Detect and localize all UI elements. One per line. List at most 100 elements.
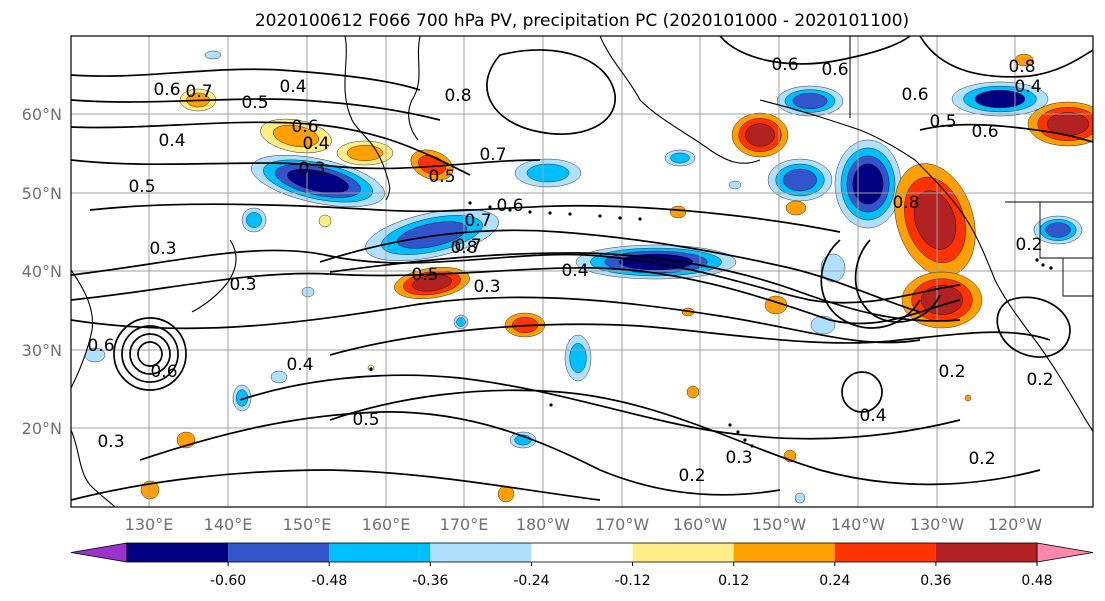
contour-label: 0.3 [97,432,124,452]
colorbar-extend-max [1036,542,1094,563]
figure-title: 2020100612 F066 700 hPa PV, precipitatio… [255,11,909,31]
precip-region [670,152,690,164]
pv-contour [996,296,1071,358]
contour-label: 0.8 [444,86,471,106]
contour-label: 0.3 [473,277,500,297]
precip-region [669,205,687,219]
island [548,211,552,215]
precip-region [456,317,466,327]
pv-contour [329,252,961,322]
contour-label: 0.3 [725,448,752,468]
pv-contour [71,159,541,170]
pv-contour [239,374,961,440]
colorbar-tick-label: 0.36 [920,573,951,589]
colorbar-extend-min [70,542,128,563]
coastline [959,209,1093,433]
coastline [71,429,116,507]
contour-label: 0.5 [241,93,268,113]
colorbar-tick-label: -0.48 [311,573,347,589]
lon-tick-label: 150°W [752,515,807,534]
precip-region [204,50,222,60]
precip-region [301,286,315,298]
precip-region [140,480,160,500]
contour-label: 0.7 [479,145,506,165]
pv-contour [841,371,883,413]
lon-tick-label: 130°E [125,515,174,534]
contour-label: 0.5 [411,265,438,285]
precip-region [526,163,570,183]
pv-contour [719,36,911,65]
pv-contour [854,239,941,323]
contour-label: 0.6 [771,55,798,75]
pv-contour [71,249,961,304]
contour-label: 0.2 [1026,370,1053,390]
colorbar-box [834,543,936,562]
pv-contour [71,469,601,501]
pv-contour [486,49,616,135]
precip-region [270,370,288,384]
pv-contour [919,123,1093,143]
lat-tick-label: 60°N [22,105,62,124]
colorbar-tick-label: -0.12 [614,573,650,589]
colorbar-box [329,543,431,562]
precip-region [745,123,775,147]
precip-region [1045,222,1071,238]
contour-label: 0.5 [128,177,155,197]
pv-contour [113,317,187,391]
contour-label: 0.7 [464,211,491,231]
pv-contour [129,333,171,375]
colorbar-tick-label: -0.24 [513,573,549,589]
pv-contour [329,389,1041,486]
contour-label: 0.5 [428,167,455,187]
colorbar-box [430,543,532,562]
precip-region [497,485,515,503]
contour-label: 0.4 [302,134,329,154]
contour-label: 0.5 [929,112,956,132]
contour-label: 0.3 [298,159,325,179]
pv-contour [89,203,841,233]
lon-tick-label: 140°E [204,515,253,534]
lon-tick-label: 140°W [831,515,886,534]
island [1035,258,1039,262]
coastline [408,36,421,141]
island [638,217,642,221]
contour-label: 0.2 [968,449,995,469]
precip-region [913,190,957,250]
lat-tick-label: 50°N [22,184,62,203]
precip-region [785,200,807,216]
precip-region [852,163,884,205]
contour-label: 0.4 [1014,77,1041,97]
map-panel: 0.6 0.70.50.40.40.30.60.40.50.80.70.50.60… [22,35,1094,534]
contour-label: 0.8 [1008,57,1035,77]
precip-region [974,89,1026,109]
lat-tick-label: 30°N [22,341,62,360]
border-line [1005,201,1093,297]
colorbar-box [127,543,229,562]
colorbar: -0.60 -0.48 -0.36 -0.24 -0.12 0.12 0.24 0.36 0.4… [70,542,1094,589]
contour-label: 0.6 [496,196,523,216]
lon-tick-label: 170°E [440,515,489,534]
lon-tick-label: 160°W [673,515,728,534]
precip-region [346,145,384,161]
island [468,201,472,205]
contour-label: 0.7 [454,236,481,256]
lat-tick-label: 20°N [22,419,62,438]
colorbar-outline [126,542,1038,563]
precip-region [783,168,817,192]
precip-region [287,168,349,194]
contour-label: 0.6 [901,85,928,105]
pv-contour [71,98,441,121]
island [568,212,572,216]
contour-label: 0.6 [150,362,177,382]
contour-label: 0.5 [352,410,379,430]
precip-region [964,394,972,402]
pv-contour [319,229,921,313]
contour-label: 0.4 [561,261,588,281]
contour-label: 0.2 [1015,235,1042,255]
colorbar-tick-label: 0.12 [718,573,749,589]
coastline [599,36,761,164]
contour-label: 0.6 [821,60,848,80]
island [743,438,747,442]
contour-label: 0.2 [938,362,965,382]
latitude-tick-labels: 60°N 50°N 40°N 30°N 20°N [22,105,62,438]
